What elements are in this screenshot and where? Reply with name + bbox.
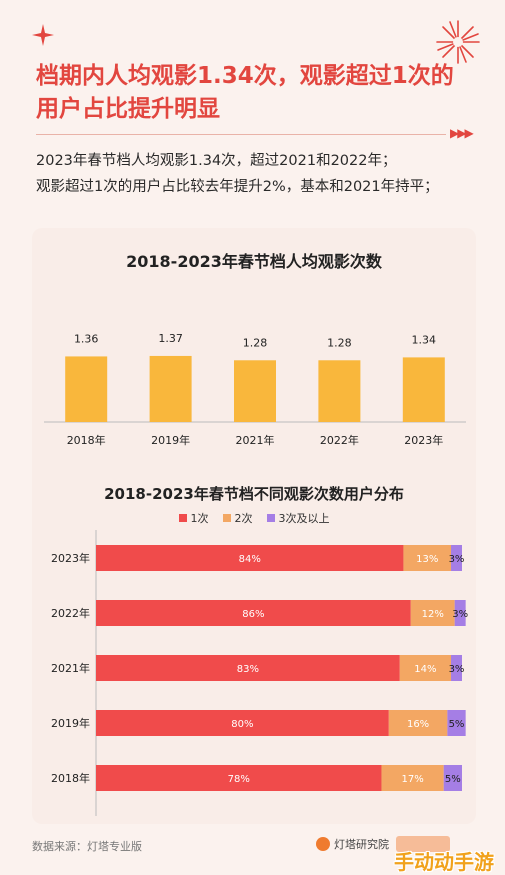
x-tick-label: 2019年 <box>151 433 190 447</box>
segment-value-label: 17% <box>401 774 423 785</box>
segment-value-label: 84% <box>239 554 261 565</box>
bar-value-label: 1.36 <box>74 332 99 345</box>
bar-segment <box>454 600 466 626</box>
y-tick-label: 2023年 <box>51 551 90 565</box>
segment-value-label: 3% <box>452 609 468 620</box>
segment-value-label: 78% <box>228 774 250 785</box>
bar-segment <box>451 545 462 571</box>
firework-icon <box>436 20 480 64</box>
bar-segment <box>403 545 452 571</box>
bar-segment <box>381 765 444 791</box>
segment-value-label: 14% <box>414 664 436 675</box>
segment-value-label: 16% <box>407 719 429 730</box>
legend-item: 3次及以上 <box>266 510 330 526</box>
bar-segment <box>451 655 462 681</box>
y-tick-label: 2021年 <box>51 661 90 675</box>
legend-swatch <box>266 514 275 522</box>
bar <box>402 357 445 422</box>
x-tick-label: 2018年 <box>67 433 106 447</box>
page-title: 档期内人均观影1.34次，观影超过1次的用户占比提升明显 <box>36 63 454 122</box>
bar-segment <box>443 765 462 791</box>
bar <box>234 360 276 422</box>
user-distribution-stacked-chart: 2023年 84% 13% 3% 2022年 86% 12% 3% 2021年 83% 14% 3% 2… <box>51 530 468 816</box>
bar-value-label: 1.34 <box>412 333 437 346</box>
legend-item: 1次 <box>178 510 209 526</box>
chart-legend: 1次 2次 3次及以上 <box>32 510 476 526</box>
brand-logo: 灯塔研究院 <box>316 836 389 852</box>
segment-value-label: 5% <box>445 774 461 785</box>
segment-value-label: 12% <box>422 609 444 620</box>
bar-segment <box>96 545 404 571</box>
lighthouse-icon <box>316 837 330 851</box>
description: 2023年春节档人均观影1.34次，超过2021和2022年； 观影超过1次的用… <box>36 148 476 200</box>
bar-value-label: 1.28 <box>327 336 352 349</box>
x-tick-label: 2022年 <box>320 433 359 447</box>
description-line: 2023年春节档人均观影1.34次，超过2021和2022年； <box>36 153 397 169</box>
bar <box>65 356 108 422</box>
y-tick-label: 2019年 <box>51 716 90 730</box>
legend-swatch <box>178 514 187 522</box>
bar-segment <box>388 710 448 736</box>
sparkle-icon <box>32 24 54 46</box>
bar-segment <box>96 655 400 681</box>
partner-logo <box>396 836 450 852</box>
legend-label: 1次 <box>190 512 209 525</box>
data-source: 数据来源：灯塔专业版 <box>32 840 142 853</box>
legend-label: 3次及以上 <box>278 512 330 525</box>
bar-segment <box>410 600 455 626</box>
bar <box>318 360 361 422</box>
bar <box>149 355 192 422</box>
bar-segment <box>447 710 466 736</box>
stacked-chart-title: 2018-2023年春节档不同观影次数用户分布 <box>104 485 404 503</box>
legend-label: 2次 <box>234 512 253 525</box>
bar-chart-title: 2018-2023年春节档人均观影次数 <box>126 252 382 271</box>
bar-segment <box>96 710 389 736</box>
arrows-icon: ▶▶▶ <box>450 126 474 140</box>
avg-viewings-bar-chart: 1.36 2018年 1.37 2019年 1.28 2021年 1.28 2022年 1.34… <box>44 332 466 447</box>
segment-value-label: 3% <box>449 554 465 565</box>
watermark: 手动动手游 <box>394 850 494 874</box>
x-tick-label: 2021年 <box>236 433 275 447</box>
y-tick-label: 2018年 <box>51 771 90 785</box>
title-divider <box>36 134 446 135</box>
segment-value-label: 13% <box>416 554 438 565</box>
segment-value-label: 83% <box>237 664 259 675</box>
bar-segment <box>399 655 452 681</box>
segment-value-label: 5% <box>449 719 465 730</box>
bar-value-label: 1.37 <box>158 332 183 345</box>
segment-value-label: 80% <box>231 719 253 730</box>
bar-value-label: 1.28 <box>243 336 268 349</box>
bar-segment <box>96 600 411 626</box>
legend-item: 2次 <box>222 510 253 526</box>
description-line: 观影超过1次的用户占比较去年提升2%，基本和2021年持平； <box>36 179 439 195</box>
segment-value-label: 86% <box>242 609 264 620</box>
brand-logo-text: 灯塔研究院 <box>334 838 389 851</box>
y-tick-label: 2022年 <box>51 606 90 620</box>
segment-value-label: 3% <box>449 664 465 675</box>
x-tick-label: 2023年 <box>404 433 443 447</box>
legend-swatch <box>222 514 231 522</box>
bar-segment <box>96 765 382 791</box>
